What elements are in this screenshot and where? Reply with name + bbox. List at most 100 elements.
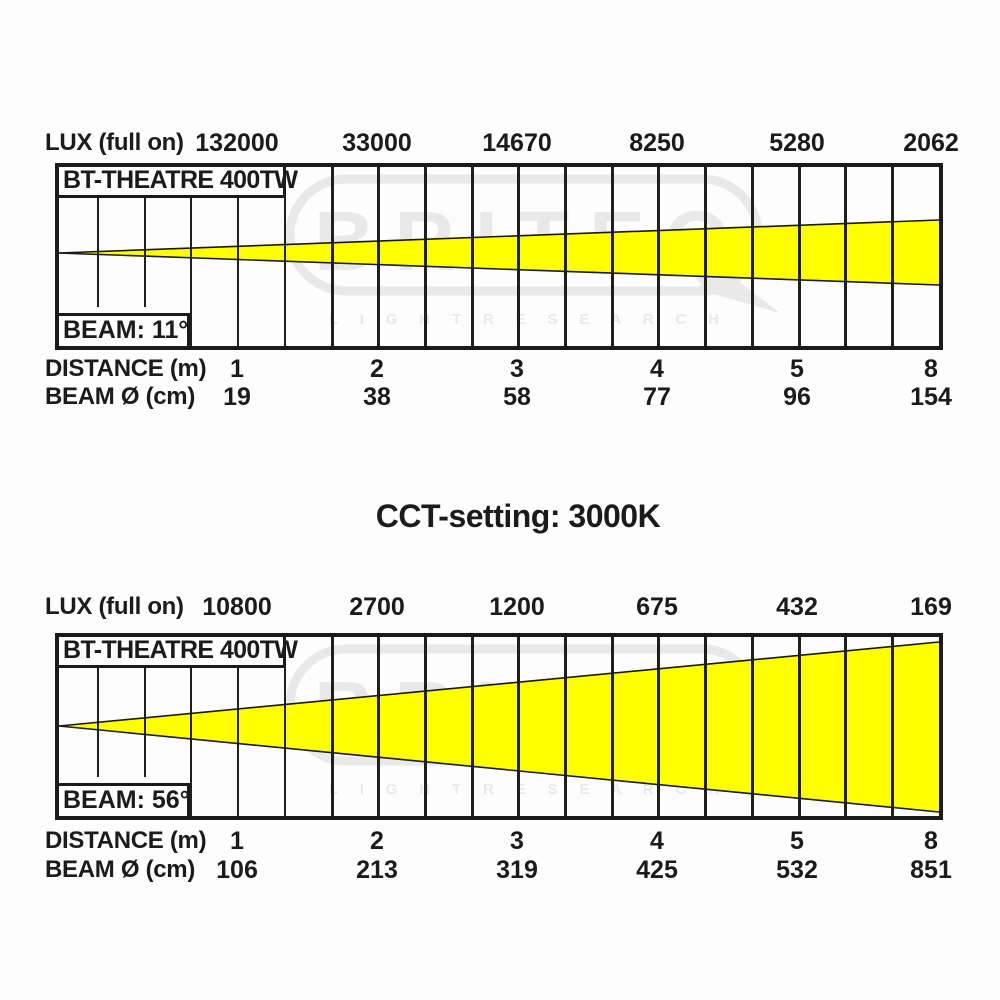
fixture-label: BT-THEATRE 400TW xyxy=(63,166,298,194)
beam-cone xyxy=(59,641,939,813)
dia-value: 532 xyxy=(776,856,818,884)
dist-value: 2 xyxy=(370,827,384,855)
dist-value: 2 xyxy=(370,355,384,383)
dia-value: 319 xyxy=(496,856,538,884)
gridline xyxy=(517,637,521,816)
dia-value: 851 xyxy=(910,856,952,884)
lux-value: 169 xyxy=(910,593,952,621)
distance-row-label: DISTANCE (m) xyxy=(45,355,207,382)
gridline xyxy=(190,668,193,816)
dist-value: 1 xyxy=(230,827,244,855)
lux-value: 5280 xyxy=(769,129,825,157)
gridline xyxy=(750,167,754,346)
dist-value: 5 xyxy=(790,355,804,383)
gridline xyxy=(97,198,99,307)
gridline xyxy=(423,167,427,346)
gridline xyxy=(564,167,567,346)
gridline xyxy=(97,668,99,777)
logo-q-tail xyxy=(696,267,780,313)
lux-row: LUX (full on) 132000 33000 14670 8250 5280 20… xyxy=(45,129,959,157)
gridline xyxy=(750,637,754,816)
dist-value: 4 xyxy=(650,355,664,383)
lux-value: 2700 xyxy=(349,593,405,621)
gridline xyxy=(143,198,146,307)
dia-value: 213 xyxy=(356,856,398,884)
beam-diameter-row: BEAM Ø (cm) 106 213 319 425 532 851 xyxy=(45,856,952,884)
chart-box: BRITEQ L I G H T R E S E A R C H BT-THEA… xyxy=(55,163,943,350)
dist-value: 8 xyxy=(924,355,938,383)
gridline xyxy=(330,167,334,346)
gridline xyxy=(564,637,567,816)
lux-value: 14670 xyxy=(482,129,552,157)
dist-value: 8 xyxy=(924,827,938,855)
distance-row: DISTANCE (m) 1 2 3 4 5 8 xyxy=(45,827,939,855)
lux-value: 33000 xyxy=(342,129,412,157)
gridline xyxy=(190,198,193,346)
beam-angle-box: BEAM: 11° xyxy=(59,313,190,346)
beam-angle-box: BEAM: 56° xyxy=(59,783,190,816)
fixture-label-box: BT-THEATRE 400TW xyxy=(59,167,298,198)
dist-value: 4 xyxy=(650,827,664,855)
lux-row-label: LUX (full on) xyxy=(45,593,184,620)
gridline xyxy=(890,167,894,346)
dist-value: 3 xyxy=(510,355,524,383)
lux-row: LUX (full on) 10800 2700 1200 675 432 169 xyxy=(45,593,952,621)
beam-cone xyxy=(59,219,939,286)
dist-value: 5 xyxy=(790,827,804,855)
beam-diameter-row: BEAM Ø (cm) 19 38 58 77 96 154 xyxy=(45,383,952,411)
beam-diameter-row-label: BEAM Ø (cm) xyxy=(45,856,196,883)
cct-setting-title: CCT-setting: 3000K xyxy=(375,498,661,534)
gridline xyxy=(517,167,521,346)
dia-value: 154 xyxy=(910,383,952,411)
gridline xyxy=(610,637,614,816)
lux-value: 432 xyxy=(776,593,818,621)
dia-value: 58 xyxy=(503,383,531,411)
gridline xyxy=(844,637,848,816)
distance-row-label: DISTANCE (m) xyxy=(45,827,207,854)
dia-value: 19 xyxy=(223,383,251,411)
distance-row: DISTANCE (m) 1 2 3 4 5 8 xyxy=(45,355,939,383)
gridline xyxy=(423,637,427,816)
gridline xyxy=(237,198,240,346)
gridline xyxy=(657,637,661,816)
chart-box: BRITEQ L I G H T R E S E A R C H BT-THEA… xyxy=(55,633,943,820)
dia-value: 96 xyxy=(783,383,811,411)
gridline xyxy=(237,668,240,816)
gridline xyxy=(704,167,708,346)
gridline xyxy=(377,637,381,816)
gridline xyxy=(657,167,661,346)
lux-value: 8250 xyxy=(629,129,685,157)
beam-chart-full-on: LUX (full on) 132000 33000 14670 8250 5280 20… xyxy=(0,130,1000,420)
gridline xyxy=(143,668,146,777)
gridline xyxy=(377,167,381,346)
gridline xyxy=(610,167,614,346)
beam-diameter-row-label: BEAM Ø (cm) xyxy=(45,383,196,410)
beam-angle-label: BEAM: 11° xyxy=(63,316,189,344)
lux-value: 1200 xyxy=(489,593,545,621)
lux-value: 10800 xyxy=(202,593,272,621)
gridline xyxy=(890,637,894,816)
gridline xyxy=(470,637,474,816)
gridline xyxy=(797,167,801,346)
lux-row-label: LUX (full on) xyxy=(45,129,184,156)
dia-value: 425 xyxy=(636,856,678,884)
lux-value: 2062 xyxy=(903,129,959,157)
gridline xyxy=(797,637,801,816)
gridline xyxy=(283,198,286,346)
gridline xyxy=(470,167,474,346)
dia-value: 106 xyxy=(216,856,258,884)
beam-angle-label: BEAM: 56° xyxy=(63,786,190,814)
dia-value: 38 xyxy=(363,383,391,411)
dist-value: 1 xyxy=(230,355,244,383)
fixture-label-box: BT-THEATRE 400TW xyxy=(59,637,298,668)
gridline xyxy=(704,637,708,816)
dia-value: 77 xyxy=(643,383,671,411)
gridline xyxy=(283,668,286,816)
gridline xyxy=(844,167,848,346)
dist-value: 3 xyxy=(510,827,524,855)
fixture-label: BT-THEATRE 400TW xyxy=(63,636,298,664)
lux-value: 132000 xyxy=(195,129,279,157)
lux-value: 675 xyxy=(636,593,678,621)
